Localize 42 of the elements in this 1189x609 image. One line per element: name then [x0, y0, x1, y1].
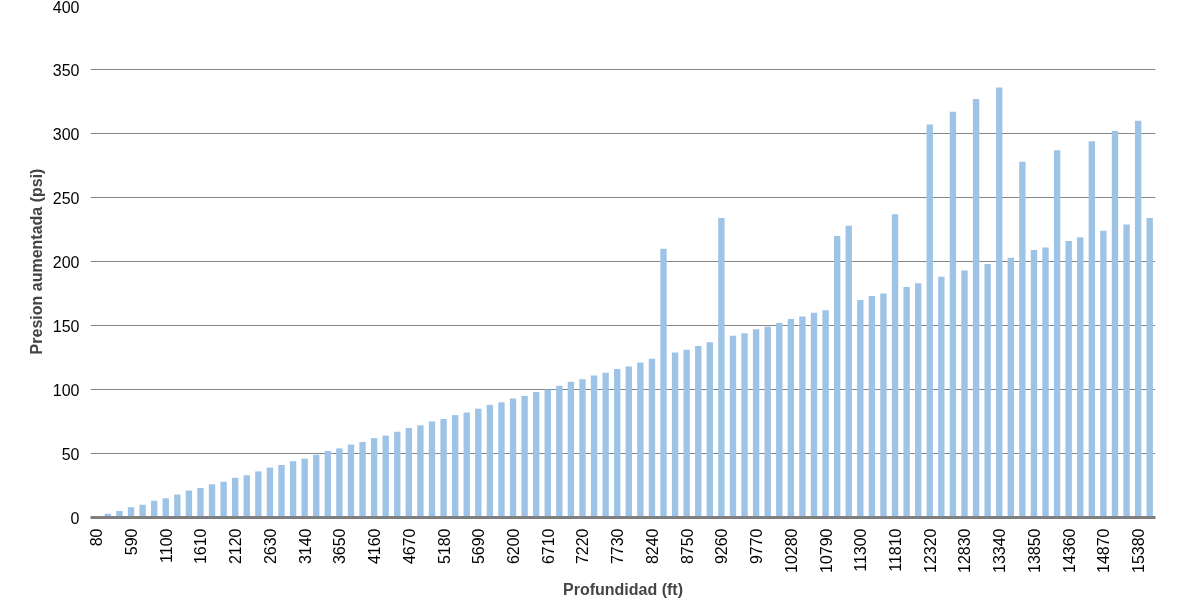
y-tick-label: 100	[52, 381, 80, 399]
x-tick-label: 7730	[609, 528, 627, 565]
x-tick-label: 12830	[956, 528, 974, 573]
x-tick-label: 11300	[852, 528, 870, 572]
x-tick-label: 11810	[887, 528, 905, 572]
y-tick-label: 250	[52, 189, 80, 207]
x-axis-title: Profundidad (ft)	[563, 580, 683, 598]
y-tick-label: 200	[52, 253, 80, 271]
y-tick-label: 150	[52, 317, 80, 335]
x-tick-label: 3650	[331, 528, 349, 565]
x-tick-label: 4160	[366, 528, 384, 565]
x-tick-label: 14870	[1095, 528, 1113, 573]
x-tick-label: 590	[123, 528, 141, 556]
x-tick-label: 5690	[470, 528, 488, 565]
x-tick-label: 5180	[435, 528, 453, 565]
x-tick-label: 12320	[921, 528, 939, 573]
x-tick-label: 8750	[678, 528, 696, 565]
y-axis-title: Presion aumentada (psi)	[27, 168, 45, 355]
x-tick-label: 9770	[748, 528, 766, 565]
x-tick-label: 10790	[817, 528, 835, 573]
x-tick-label: 4670	[400, 528, 418, 565]
x-tick-label: 6710	[539, 528, 557, 565]
x-tick-label: 13340	[991, 528, 1009, 573]
x-tick-label: 15380	[1130, 528, 1148, 573]
x-tick-label: 1610	[192, 528, 210, 565]
x-tick-label: 9260	[713, 528, 731, 565]
y-tick-label: 300	[52, 125, 80, 143]
y-tick-label: 0	[70, 509, 80, 527]
x-tick-label: 3140	[296, 528, 314, 565]
x-tick-label: 8240	[643, 528, 661, 565]
y-tick-label: 400	[52, 0, 80, 16]
x-tick-label: 2120	[227, 528, 245, 565]
y-tick-label: 350	[52, 61, 80, 79]
x-tick-label: 14360	[1060, 528, 1078, 573]
x-tick-label: 6200	[505, 528, 523, 565]
x-tick-label: 1100	[157, 528, 175, 563]
x-tick-label: 13850	[1025, 528, 1043, 573]
x-tick-label: 80	[88, 528, 106, 547]
x-tick-label: 10280	[782, 528, 800, 573]
x-tick-label: 2630	[261, 528, 279, 565]
y-tick-label: 50	[61, 445, 80, 463]
x-tick-label: 7220	[574, 528, 592, 565]
